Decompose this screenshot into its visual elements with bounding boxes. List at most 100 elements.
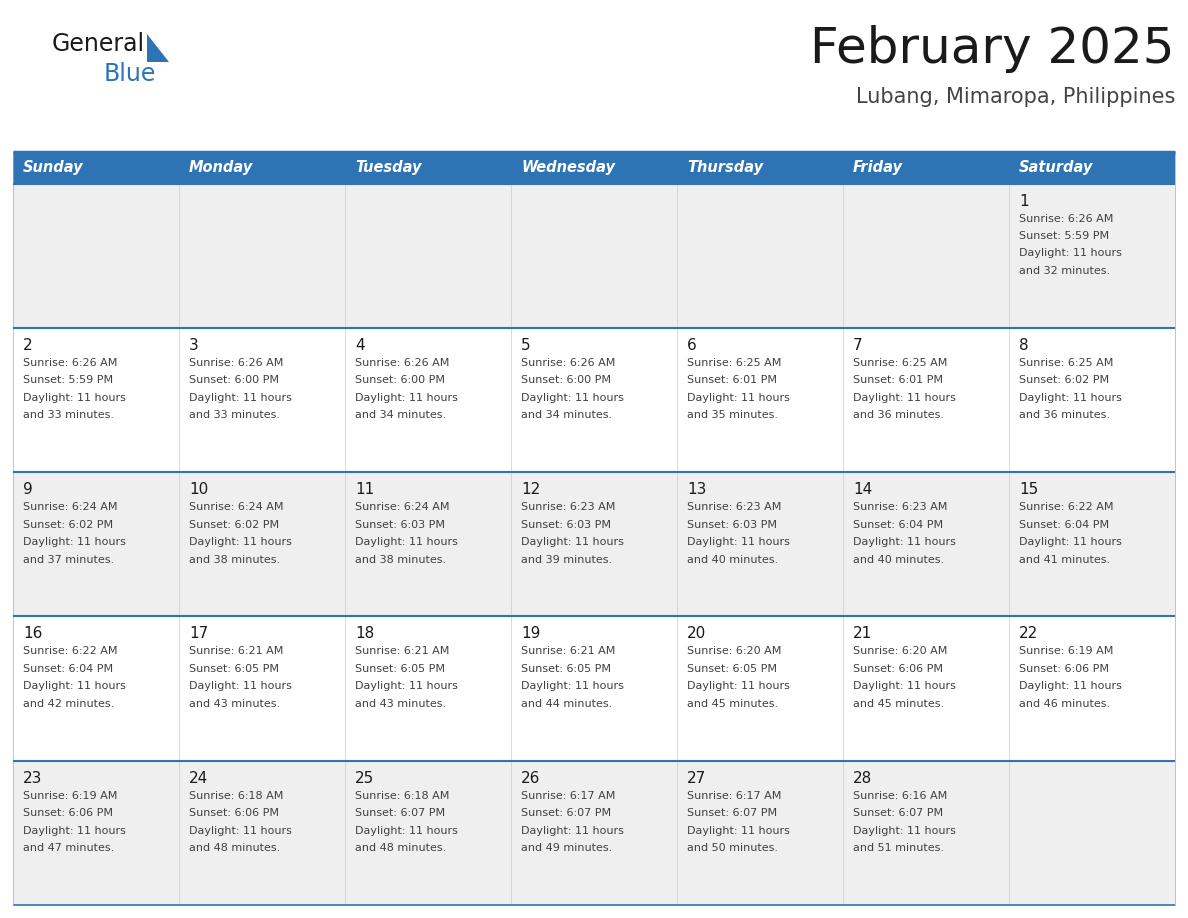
- Text: Sunset: 6:05 PM: Sunset: 6:05 PM: [355, 664, 446, 674]
- Text: Sunset: 6:01 PM: Sunset: 6:01 PM: [687, 375, 777, 386]
- Text: and 38 minutes.: and 38 minutes.: [355, 554, 447, 565]
- Text: Daylight: 11 hours: Daylight: 11 hours: [687, 825, 790, 835]
- Text: and 39 minutes.: and 39 minutes.: [522, 554, 612, 565]
- Text: 19: 19: [522, 626, 541, 642]
- Text: and 51 minutes.: and 51 minutes.: [853, 844, 944, 853]
- Text: and 43 minutes.: and 43 minutes.: [355, 699, 447, 709]
- Text: Sunset: 6:03 PM: Sunset: 6:03 PM: [687, 520, 777, 530]
- Text: Daylight: 11 hours: Daylight: 11 hours: [522, 681, 624, 691]
- Text: Daylight: 11 hours: Daylight: 11 hours: [23, 537, 126, 547]
- Bar: [843, 152, 1009, 184]
- Text: Sunset: 6:00 PM: Sunset: 6:00 PM: [522, 375, 611, 386]
- Text: Sunset: 6:06 PM: Sunset: 6:06 PM: [1019, 664, 1110, 674]
- Text: Daylight: 11 hours: Daylight: 11 hours: [23, 681, 126, 691]
- Text: Sunset: 6:05 PM: Sunset: 6:05 PM: [189, 664, 279, 674]
- Text: 28: 28: [853, 771, 872, 786]
- Text: Sunrise: 6:25 AM: Sunrise: 6:25 AM: [1019, 358, 1113, 368]
- Text: and 40 minutes.: and 40 minutes.: [687, 554, 778, 565]
- Text: Sunset: 6:02 PM: Sunset: 6:02 PM: [189, 520, 279, 530]
- Polygon shape: [147, 34, 169, 62]
- Text: 18: 18: [355, 626, 374, 642]
- Text: Daylight: 11 hours: Daylight: 11 hours: [355, 825, 457, 835]
- Text: 3: 3: [189, 338, 198, 353]
- Text: Sunset: 6:05 PM: Sunset: 6:05 PM: [687, 664, 777, 674]
- Text: 15: 15: [1019, 482, 1038, 498]
- Text: Friday: Friday: [853, 161, 903, 175]
- Bar: [13, 184, 1175, 328]
- Text: 25: 25: [355, 771, 374, 786]
- Text: Daylight: 11 hours: Daylight: 11 hours: [853, 681, 956, 691]
- Text: and 48 minutes.: and 48 minutes.: [355, 844, 447, 853]
- Bar: [179, 152, 345, 184]
- Text: and 44 minutes.: and 44 minutes.: [522, 699, 612, 709]
- Text: and 50 minutes.: and 50 minutes.: [687, 844, 778, 853]
- Text: Daylight: 11 hours: Daylight: 11 hours: [23, 393, 126, 403]
- Text: 13: 13: [687, 482, 707, 498]
- Text: and 45 minutes.: and 45 minutes.: [853, 699, 944, 709]
- Text: and 41 minutes.: and 41 minutes.: [1019, 554, 1110, 565]
- Text: Monday: Monday: [189, 161, 253, 175]
- Text: Sunrise: 6:21 AM: Sunrise: 6:21 AM: [522, 646, 615, 656]
- Text: Daylight: 11 hours: Daylight: 11 hours: [853, 393, 956, 403]
- Text: 5: 5: [522, 338, 531, 353]
- Text: Sunrise: 6:19 AM: Sunrise: 6:19 AM: [23, 790, 118, 800]
- Text: General: General: [52, 32, 145, 56]
- Text: 22: 22: [1019, 626, 1038, 642]
- Text: Sunrise: 6:26 AM: Sunrise: 6:26 AM: [355, 358, 449, 368]
- Text: 27: 27: [687, 771, 706, 786]
- Text: Daylight: 11 hours: Daylight: 11 hours: [522, 537, 624, 547]
- Text: Daylight: 11 hours: Daylight: 11 hours: [522, 393, 624, 403]
- Text: Sunset: 5:59 PM: Sunset: 5:59 PM: [23, 375, 113, 386]
- Text: Sunset: 6:06 PM: Sunset: 6:06 PM: [23, 808, 113, 818]
- Bar: [1009, 152, 1175, 184]
- Text: Sunset: 6:07 PM: Sunset: 6:07 PM: [355, 808, 446, 818]
- Text: Daylight: 11 hours: Daylight: 11 hours: [1019, 249, 1121, 259]
- Text: 7: 7: [853, 338, 862, 353]
- Text: Daylight: 11 hours: Daylight: 11 hours: [687, 537, 790, 547]
- Text: 2: 2: [23, 338, 32, 353]
- Text: 9: 9: [23, 482, 33, 498]
- Text: Sunset: 6:05 PM: Sunset: 6:05 PM: [522, 664, 611, 674]
- Text: Sunrise: 6:23 AM: Sunrise: 6:23 AM: [853, 502, 947, 512]
- Text: Daylight: 11 hours: Daylight: 11 hours: [189, 825, 292, 835]
- Text: Sunrise: 6:19 AM: Sunrise: 6:19 AM: [1019, 646, 1113, 656]
- Bar: [13, 152, 179, 184]
- Bar: [677, 152, 843, 184]
- Text: Sunrise: 6:20 AM: Sunrise: 6:20 AM: [853, 646, 947, 656]
- Text: Sunrise: 6:26 AM: Sunrise: 6:26 AM: [23, 358, 118, 368]
- Bar: [13, 472, 1175, 616]
- Text: Daylight: 11 hours: Daylight: 11 hours: [687, 393, 790, 403]
- Text: Sunset: 6:06 PM: Sunset: 6:06 PM: [853, 664, 943, 674]
- Text: and 37 minutes.: and 37 minutes.: [23, 554, 114, 565]
- Text: Sunset: 6:02 PM: Sunset: 6:02 PM: [23, 520, 113, 530]
- Text: Sunrise: 6:18 AM: Sunrise: 6:18 AM: [355, 790, 449, 800]
- Text: 26: 26: [522, 771, 541, 786]
- Text: Sunrise: 6:22 AM: Sunrise: 6:22 AM: [23, 646, 118, 656]
- Text: 24: 24: [189, 771, 208, 786]
- Text: Sunrise: 6:17 AM: Sunrise: 6:17 AM: [522, 790, 615, 800]
- Text: and 36 minutes.: and 36 minutes.: [853, 410, 944, 420]
- Text: Daylight: 11 hours: Daylight: 11 hours: [522, 825, 624, 835]
- Text: and 43 minutes.: and 43 minutes.: [189, 699, 280, 709]
- Text: Daylight: 11 hours: Daylight: 11 hours: [189, 537, 292, 547]
- Text: Sunset: 6:01 PM: Sunset: 6:01 PM: [853, 375, 943, 386]
- Text: and 40 minutes.: and 40 minutes.: [853, 554, 944, 565]
- Text: Sunset: 6:03 PM: Sunset: 6:03 PM: [355, 520, 446, 530]
- Text: and 47 minutes.: and 47 minutes.: [23, 844, 114, 853]
- Text: Daylight: 11 hours: Daylight: 11 hours: [355, 537, 457, 547]
- Text: Lubang, Mimaropa, Philippines: Lubang, Mimaropa, Philippines: [855, 87, 1175, 107]
- Text: Daylight: 11 hours: Daylight: 11 hours: [355, 393, 457, 403]
- Text: and 35 minutes.: and 35 minutes.: [687, 410, 778, 420]
- Bar: [13, 616, 1175, 761]
- Text: 17: 17: [189, 626, 208, 642]
- Text: and 48 minutes.: and 48 minutes.: [189, 844, 280, 853]
- Text: 1: 1: [1019, 194, 1029, 208]
- Text: Sunset: 6:07 PM: Sunset: 6:07 PM: [687, 808, 777, 818]
- Text: Sunrise: 6:26 AM: Sunrise: 6:26 AM: [522, 358, 615, 368]
- Text: Sunset: 6:07 PM: Sunset: 6:07 PM: [522, 808, 611, 818]
- Text: Saturday: Saturday: [1019, 161, 1093, 175]
- Text: 20: 20: [687, 626, 706, 642]
- Text: and 45 minutes.: and 45 minutes.: [687, 699, 778, 709]
- Text: Sunrise: 6:23 AM: Sunrise: 6:23 AM: [687, 502, 782, 512]
- Text: Daylight: 11 hours: Daylight: 11 hours: [23, 825, 126, 835]
